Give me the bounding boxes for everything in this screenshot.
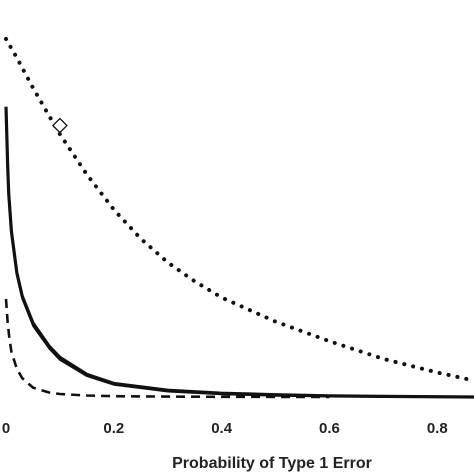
marker-layer [51, 117, 68, 134]
x-tick-label: 0.8 [427, 420, 448, 437]
x-tick-label: 0 [2, 420, 10, 437]
x-tick-label: 0.2 [103, 420, 124, 437]
series-line-dotted [4, 36, 474, 383]
diamond-marker [51, 117, 68, 134]
x-tick-labels: 0 0.2 0.4 0.6 0.8 [2, 420, 448, 437]
series-line-solid-thick [4, 106, 474, 399]
x-tick-label: 0.6 [319, 420, 340, 437]
x-tick-label: 0.4 [211, 420, 233, 437]
series-line-solid-thin [10, 232, 330, 398]
series-line-dashed [4, 298, 330, 399]
x-axis-title: Probability of Type 1 Error [172, 455, 372, 472]
series-layer [4, 36, 474, 399]
